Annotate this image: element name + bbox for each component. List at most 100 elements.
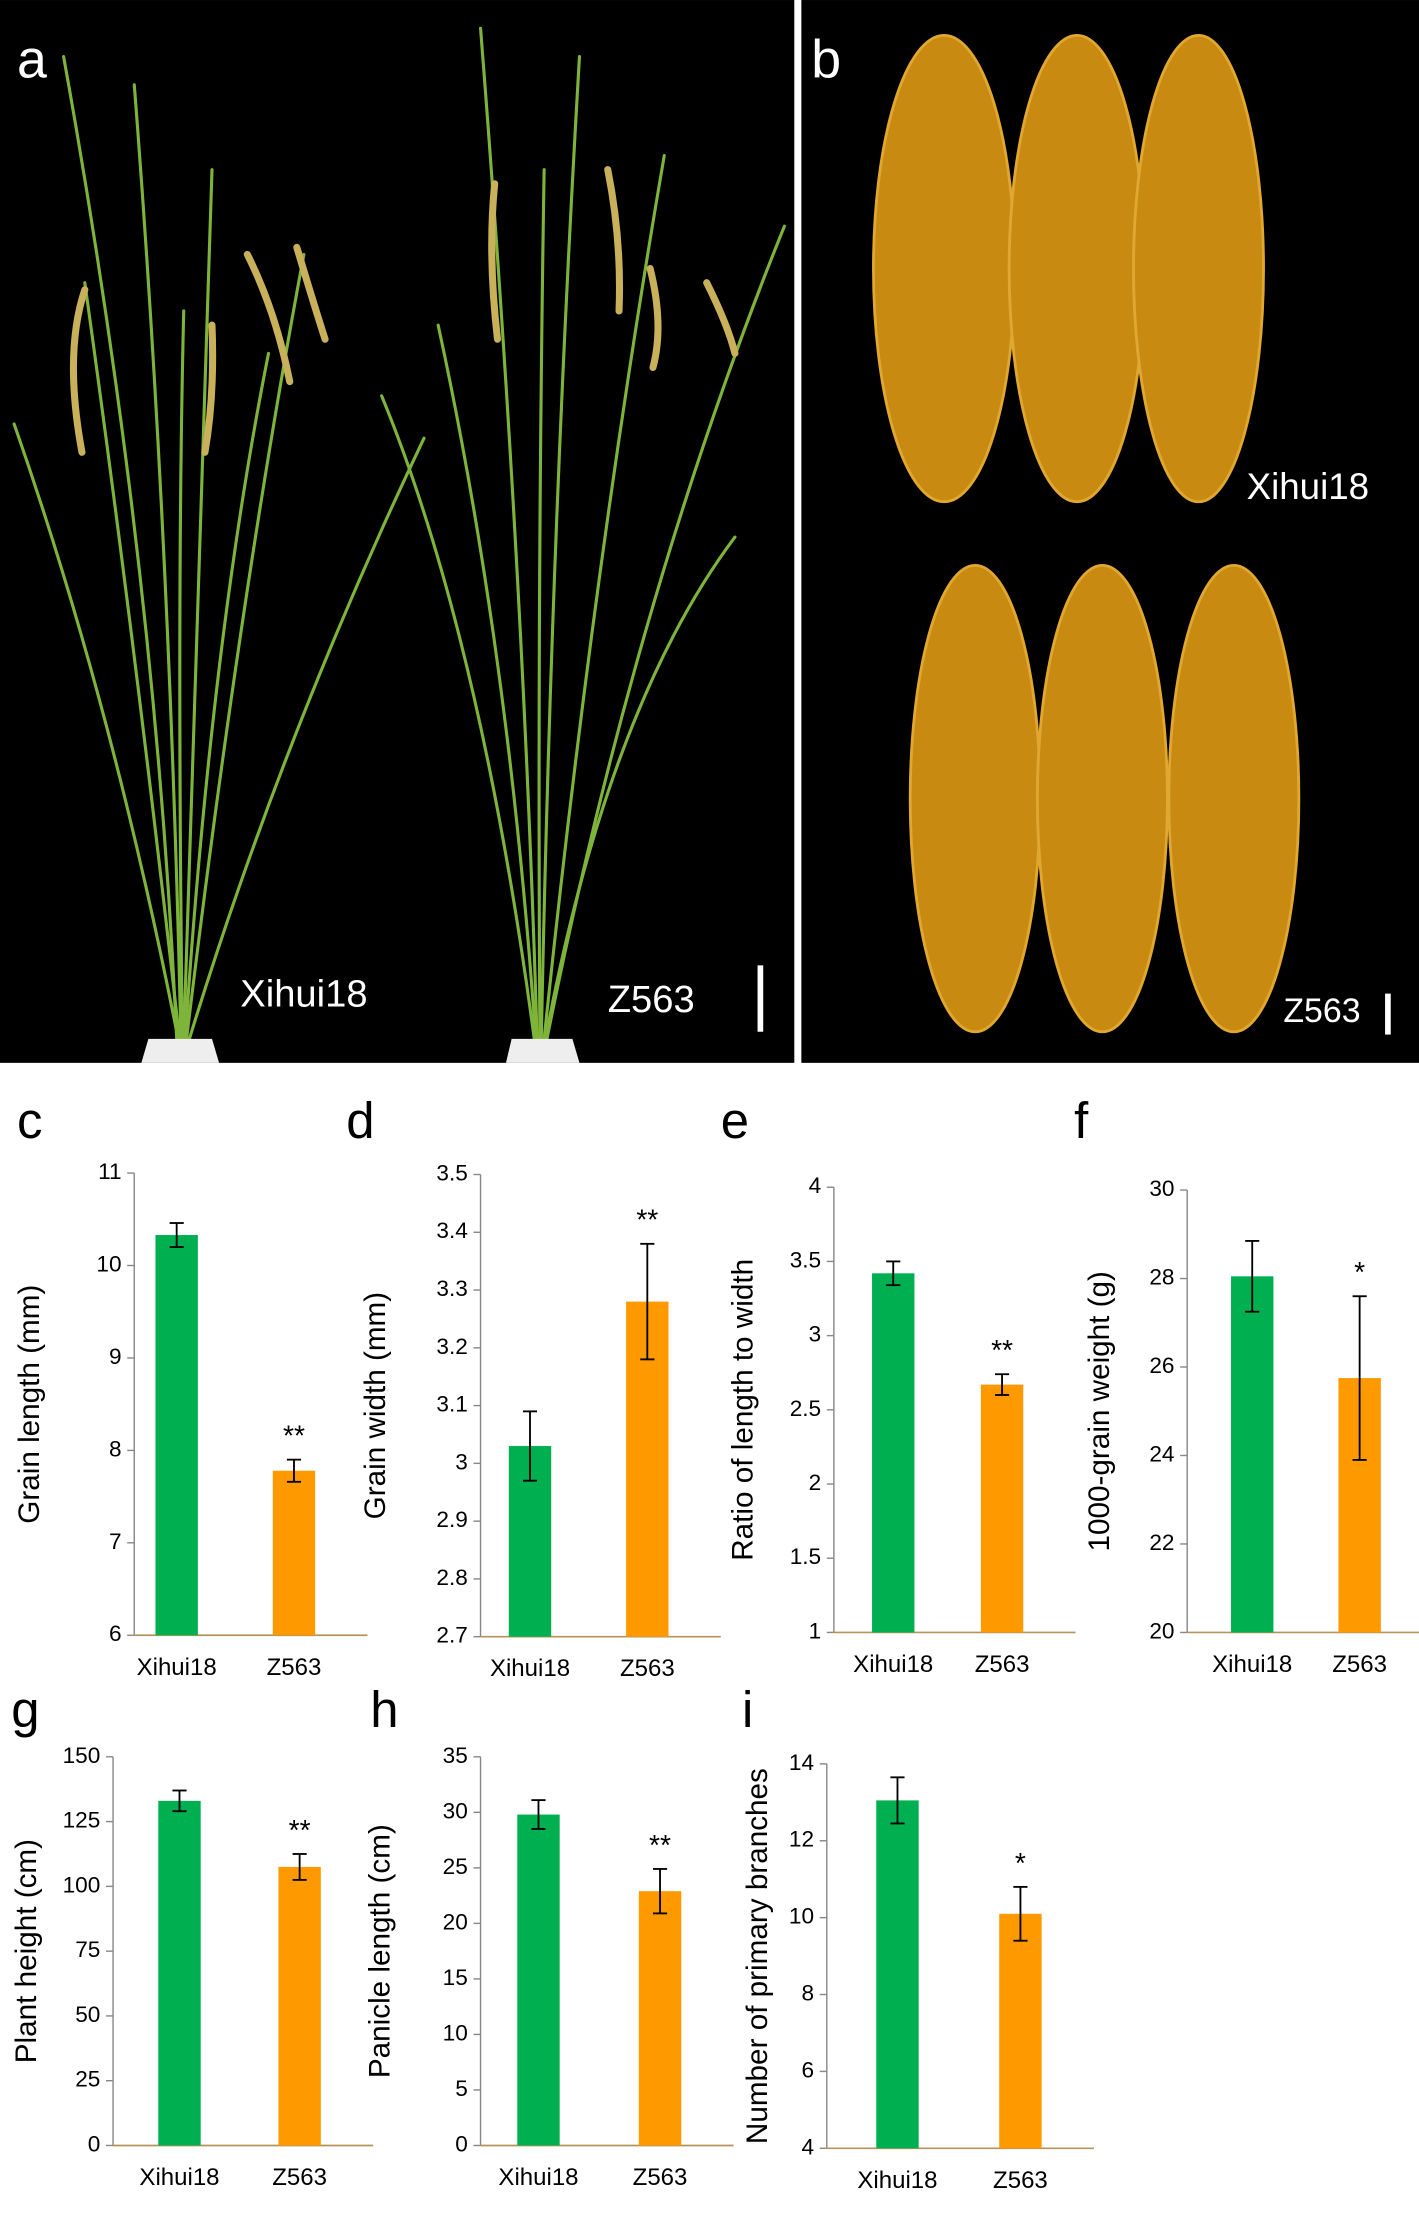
panel-label: i: [742, 1681, 753, 1738]
y-tick-label: 50: [75, 2002, 100, 2027]
y-tick-label: 25: [75, 2067, 100, 2092]
x-tick-label: Z563: [267, 1654, 322, 1681]
photo-caption: Xihui18: [240, 972, 367, 1015]
bar: [638, 1891, 682, 2146]
y-tick-label: 20: [443, 1909, 468, 1934]
y-tick-label: 14: [789, 1750, 814, 1775]
bar: [517, 1814, 560, 2146]
y-tick-label: 2.8: [436, 1565, 467, 1590]
y-tick-label: 10: [443, 2020, 468, 2045]
bar: [278, 1866, 321, 2146]
y-tick-label: 1.5: [790, 1544, 821, 1569]
x-tick-label: Xihui18: [490, 1655, 570, 1682]
y-axis-label: 1000-grain weight (g): [1083, 1271, 1116, 1551]
y-tick-label: 3.2: [436, 1334, 467, 1359]
bar: [876, 1800, 919, 2149]
bar: [1231, 1276, 1274, 1633]
significance-label: **: [283, 1420, 305, 1452]
y-tick-label: 0: [455, 2131, 468, 2156]
y-tick-label: 8: [802, 1981, 815, 2006]
y-tick-label: 35: [443, 1743, 468, 1768]
y-tick-label: 8: [109, 1436, 122, 1461]
y-tick-label: 3: [455, 1449, 468, 1474]
x-tick-label: Z563: [633, 2164, 688, 2191]
panel-label: f: [1074, 1092, 1089, 1149]
photo-caption: Z563: [608, 978, 695, 1021]
y-tick-label: 12: [789, 1827, 814, 1852]
bar: [999, 1913, 1042, 2149]
significance-label: **: [636, 1204, 658, 1236]
significance-label: *: [1354, 1256, 1365, 1288]
y-tick-label: 150: [63, 1743, 101, 1768]
y-axis-label: Plant height (cm): [10, 1839, 43, 2063]
plants: [12, 26, 786, 1063]
y-tick-label: 3: [809, 1322, 822, 1347]
y-tick-label: 10: [96, 1251, 121, 1276]
y-axis-label: Number of primary branches: [741, 1768, 774, 2144]
y-tick-label: 10: [789, 1904, 814, 1929]
y-axis-label: Ratio of length to width: [727, 1259, 760, 1561]
y-tick-label: 15: [443, 1965, 468, 1990]
panel-label: e: [721, 1092, 749, 1149]
y-tick-label: 3.3: [436, 1276, 467, 1301]
x-tick-label: Xihui18: [1212, 1651, 1292, 1678]
grains: [872, 33, 1301, 1034]
y-tick-label: 3.4: [436, 1218, 467, 1243]
y-tick-label: 7: [109, 1529, 122, 1554]
y-tick-label: 4: [802, 2134, 815, 2159]
panel-label: a: [17, 30, 47, 90]
y-tick-label: 9: [109, 1344, 122, 1369]
x-tick-label: Z563: [993, 2167, 1048, 2194]
y-tick-label: 2.9: [436, 1507, 467, 1532]
y-tick-label: 2: [809, 1470, 822, 1495]
panel-label: h: [370, 1681, 398, 1738]
y-tick-label: 11: [98, 1159, 121, 1184]
photo-caption: Xihui18: [1247, 466, 1370, 507]
bar: [158, 1800, 201, 2146]
y-tick-label: 6: [109, 1621, 122, 1646]
y-axis-label: Grain length (mm): [13, 1285, 46, 1524]
y-tick-label: 28: [1149, 1264, 1174, 1289]
x-tick-label: Xihui18: [139, 2164, 219, 2191]
x-tick-label: Z563: [620, 1655, 675, 1682]
y-tick-label: 25: [443, 1854, 468, 1879]
bar: [980, 1384, 1024, 1633]
significance-label: **: [649, 1829, 671, 1861]
significance-label: **: [289, 1814, 311, 1846]
significance-label: *: [1015, 1847, 1026, 1879]
x-tick-label: Xihui18: [498, 2164, 578, 2191]
y-tick-label: 3.5: [790, 1247, 821, 1272]
x-tick-label: Xihui18: [857, 2167, 937, 2194]
x-tick-label: Xihui18: [853, 1651, 933, 1678]
bar: [155, 1235, 198, 1636]
panel-label: c: [17, 1092, 42, 1149]
y-tick-label: 3.5: [436, 1160, 467, 1185]
x-tick-label: Xihui18: [137, 1654, 217, 1681]
y-tick-label: 3.1: [436, 1392, 467, 1417]
x-tick-label: Z563: [975, 1651, 1030, 1678]
y-tick-label: 2.5: [790, 1396, 821, 1421]
y-tick-label: 26: [1149, 1353, 1174, 1378]
significance-label: **: [991, 1334, 1013, 1366]
y-tick-label: 75: [75, 1937, 100, 1962]
panel-label: g: [11, 1681, 39, 1738]
panel-label: b: [811, 30, 841, 90]
bar: [272, 1470, 316, 1636]
y-axis-label: Panicle length (cm): [363, 1824, 396, 2078]
panel-label: d: [346, 1092, 374, 1149]
y-axis-label: Grain width (mm): [359, 1292, 392, 1520]
bar: [872, 1273, 915, 1633]
y-tick-label: 20: [1149, 1618, 1174, 1643]
y-tick-label: 22: [1149, 1530, 1174, 1555]
y-tick-label: 30: [1149, 1176, 1174, 1201]
y-tick-label: 24: [1149, 1441, 1174, 1466]
y-tick-label: 1: [809, 1618, 822, 1643]
y-tick-label: 5: [455, 2076, 468, 2101]
y-tick-label: 0: [88, 2131, 101, 2156]
y-tick-label: 30: [443, 1798, 468, 1823]
y-tick-label: 6: [802, 2057, 815, 2082]
y-tick-label: 2.7: [436, 1623, 467, 1648]
photo-caption: Z563: [1283, 992, 1360, 1030]
